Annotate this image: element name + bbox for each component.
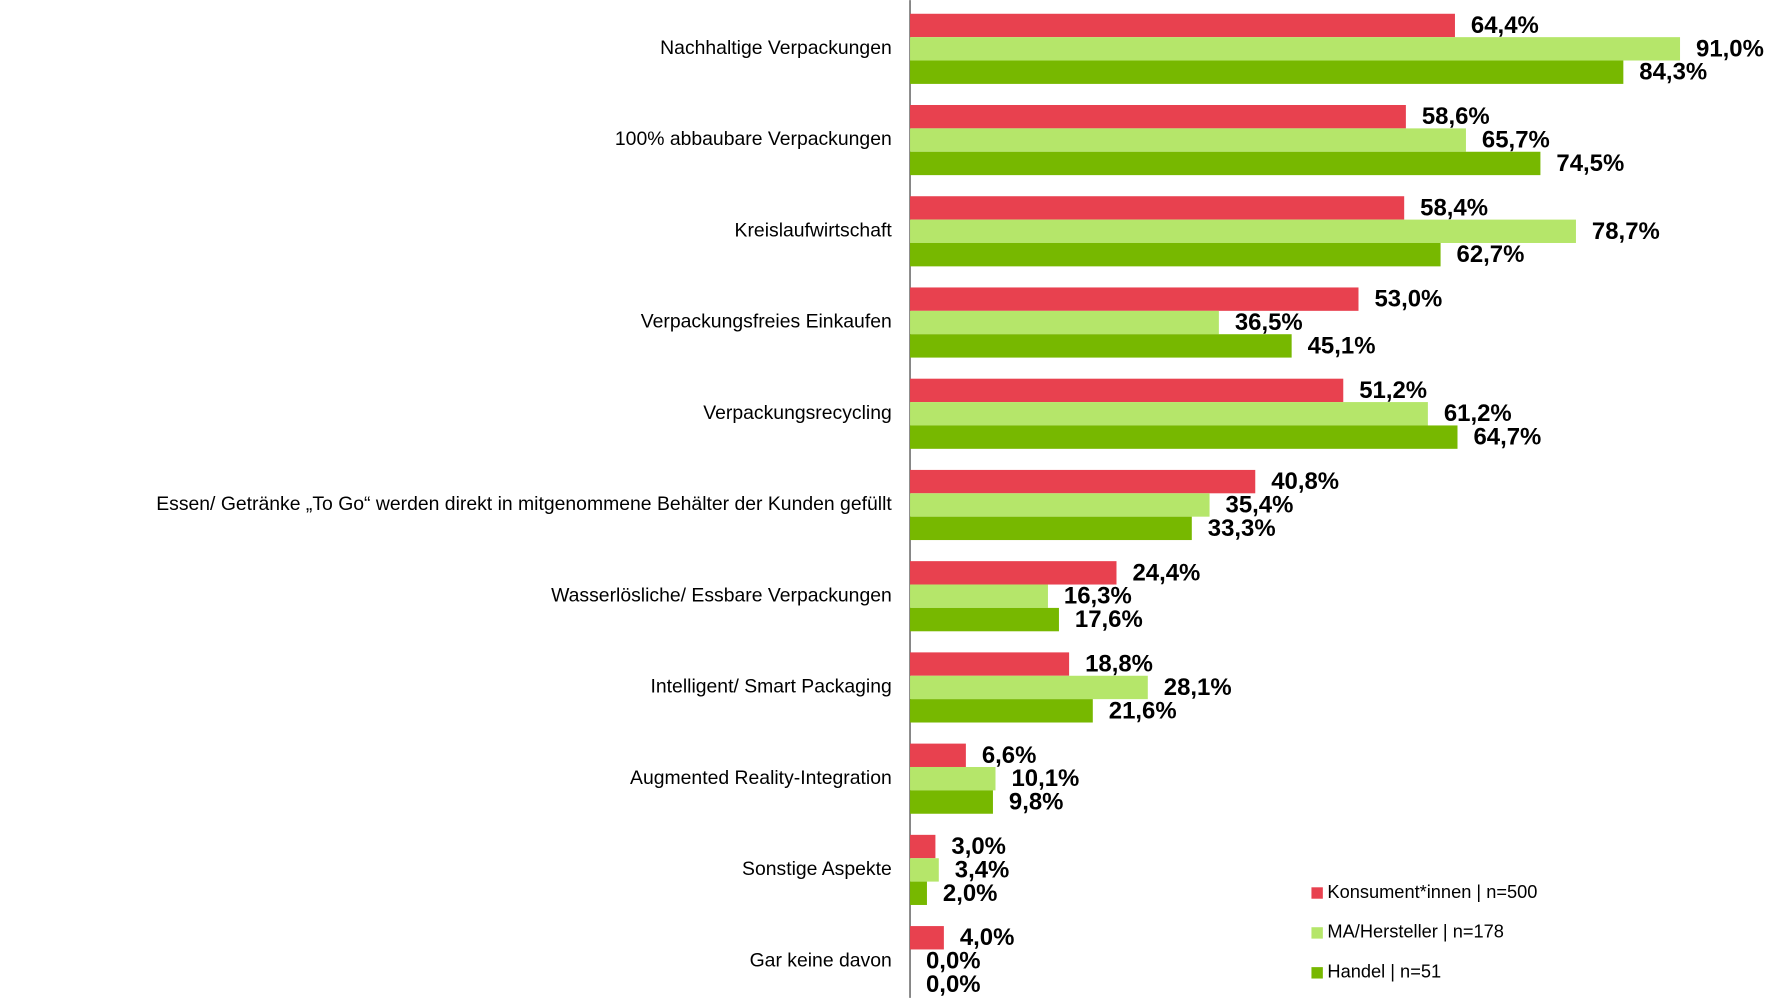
category-label: Kreislaufwirtschaft [735,219,893,241]
data-label: 36,5% [1235,309,1303,336]
bar [910,699,1093,723]
data-label: 18,8% [1085,651,1153,678]
category-label: Augmented Reality-Integration [630,767,892,789]
data-label: 2,0% [943,880,998,907]
data-label: 0,0% [926,971,981,998]
bar [910,287,1359,311]
bar [910,219,1576,243]
legend-label: Konsument*innen | n=500 [1327,881,1537,902]
data-label: 45,1% [1308,332,1376,359]
category-label: 100% abbaubare Verpackungen [615,128,892,150]
data-label: 17,6% [1075,606,1143,633]
bar [910,37,1681,61]
bar [910,607,1059,632]
bar [910,766,996,791]
data-label: 35,4% [1226,491,1294,518]
data-label: 9,8% [1009,789,1064,816]
data-label: 51,2% [1359,377,1427,404]
bar [910,196,1405,220]
data-label: 3,4% [955,856,1010,883]
bar [910,242,1441,267]
bar [910,104,1406,129]
legend-swatch [1311,927,1323,939]
data-label: 33,3% [1208,515,1276,542]
data-label: 64,4% [1471,12,1539,39]
data-label: 16,3% [1064,583,1132,610]
bar [910,743,966,767]
bar [910,675,1148,700]
data-label: 4,0% [960,924,1015,951]
bar [910,516,1192,541]
data-label: 78,7% [1592,218,1660,245]
data-label: 91,0% [1696,35,1764,62]
data-label: 62,7% [1457,241,1525,268]
bar [910,790,993,814]
bar [910,561,1117,585]
data-label: 0,0% [926,948,981,975]
bar [910,128,1466,152]
category-label: Wasserlösliche/ Essbare Verpackungen [551,584,892,606]
data-label: 84,3% [1639,59,1707,86]
data-label: 6,6% [982,742,1037,769]
data-label: 40,8% [1271,468,1339,495]
bar [910,60,1624,84]
bar [910,425,1458,449]
data-label: 10,1% [1011,765,1079,792]
data-label: 58,4% [1420,194,1488,221]
data-label: 74,5% [1556,150,1624,177]
category-label: Gar keine davon [750,949,892,971]
legend-label: Handel | n=51 [1327,961,1441,982]
data-label: 64,7% [1473,424,1541,451]
data-label: 61,2% [1444,400,1512,427]
bar [910,493,1210,517]
bar [910,584,1048,608]
bar [910,334,1292,358]
data-label: 3,0% [951,833,1006,860]
data-label: 65,7% [1482,127,1550,154]
legend-swatch [1311,887,1323,899]
bar [910,402,1428,426]
bar [910,858,939,882]
bar [910,151,1541,176]
legend-swatch [1311,967,1323,979]
category-label: Sonstige Aspekte [742,858,892,880]
category-label: Nachhaltige Verpackungen [660,37,892,59]
data-label: 21,6% [1109,697,1177,724]
category-label: Intelligent/ Smart Packaging [651,676,892,698]
bar [910,652,1070,676]
bar [910,881,927,905]
legend-label: MA/Hersteller | n=178 [1327,921,1504,942]
category-label: Essen/ Getränke „To Go“ werden direkt in… [156,493,892,515]
category-label: Verpackungsrecycling [703,402,891,424]
data-label: 24,4% [1132,559,1200,586]
data-label: 53,0% [1374,286,1442,313]
bar [910,13,1455,38]
category-label: Verpackungsfreies Einkaufen [641,311,892,333]
data-label: 28,1% [1164,674,1232,701]
bar [910,378,1344,403]
bar [910,926,944,950]
bar [910,834,936,859]
bar [910,310,1219,335]
bar [910,469,1256,494]
data-label: 58,6% [1422,103,1490,130]
